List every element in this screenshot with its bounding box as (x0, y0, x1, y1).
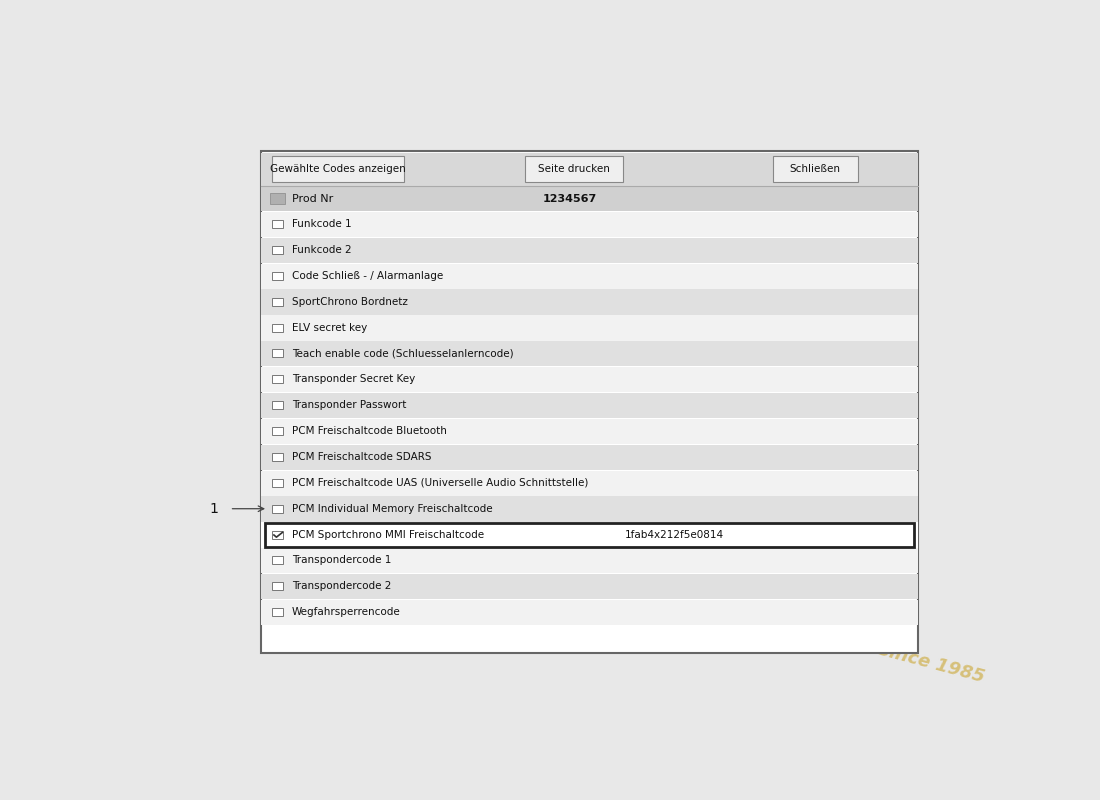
Bar (261, 497, 917, 522)
Bar (272, 220, 284, 228)
Bar (272, 582, 284, 590)
Text: SportChrono Bordnetz: SportChrono Bordnetz (292, 297, 408, 306)
Bar (272, 324, 284, 332)
Bar (264, 523, 914, 547)
Text: Transponder Secret Key: Transponder Secret Key (292, 374, 415, 384)
Text: Prod Nr: Prod Nr (292, 194, 333, 204)
Bar (261, 153, 917, 186)
Bar (261, 393, 917, 418)
Bar (261, 151, 917, 654)
Text: Funkcode 2: Funkcode 2 (292, 245, 351, 255)
Bar (261, 238, 917, 263)
Text: PCM Sportchrono MMI Freischaltcode: PCM Sportchrono MMI Freischaltcode (292, 530, 484, 539)
Text: Teach enable code (Schluesselanlerncode): Teach enable code (Schluesselanlerncode) (292, 349, 514, 358)
Bar (261, 263, 917, 289)
Text: 1fab4x212f5e0814: 1fab4x212f5e0814 (625, 530, 724, 539)
Bar (261, 470, 917, 496)
Bar (272, 453, 284, 461)
Bar (261, 290, 917, 314)
Bar (261, 367, 917, 392)
Text: ELV secret key: ELV secret key (292, 322, 367, 333)
Bar (261, 341, 917, 366)
Text: Wegfahrsperrencode: Wegfahrsperrencode (292, 607, 400, 618)
Bar (270, 194, 285, 205)
Text: Seite drucken: Seite drucken (539, 164, 610, 174)
Text: Code Schließ - / Alarmanlage: Code Schließ - / Alarmanlage (292, 271, 443, 281)
Bar (272, 479, 284, 487)
Bar (272, 608, 284, 616)
Bar (526, 156, 624, 182)
Text: PCM Freischaltcode Bluetooth: PCM Freischaltcode Bluetooth (292, 426, 447, 436)
Bar (261, 187, 917, 210)
Bar (272, 246, 284, 254)
Text: 1234567: 1234567 (542, 194, 597, 204)
Bar (272, 156, 405, 182)
Text: Schließen: Schließen (790, 164, 840, 174)
Text: Transpondercode 1: Transpondercode 1 (292, 555, 392, 566)
Text: Transpondercode 2: Transpondercode 2 (292, 582, 392, 591)
Bar (272, 557, 284, 565)
Bar (261, 445, 917, 470)
Bar (261, 548, 917, 574)
Bar (272, 298, 284, 306)
Text: PCM Freischaltcode UAS (Universelle Audio Schnittstelle): PCM Freischaltcode UAS (Universelle Audi… (292, 478, 588, 488)
Bar (272, 402, 284, 410)
Bar (261, 574, 917, 599)
Bar (772, 156, 858, 182)
Text: 🐴: 🐴 (748, 304, 857, 480)
Bar (261, 600, 917, 625)
Bar (261, 315, 917, 341)
Bar (272, 530, 284, 538)
Bar (261, 212, 917, 237)
Text: 1: 1 (210, 502, 219, 516)
Bar (272, 375, 284, 383)
Text: Funkcode 1: Funkcode 1 (292, 219, 351, 229)
Bar (272, 505, 284, 513)
Text: PCM Freischaltcode SDARS: PCM Freischaltcode SDARS (292, 452, 431, 462)
Bar (272, 272, 284, 280)
Bar (272, 350, 284, 358)
Text: Transponder Passwort: Transponder Passwort (292, 400, 406, 410)
Bar (261, 522, 917, 547)
Text: PCM Individual Memory Freischaltcode: PCM Individual Memory Freischaltcode (292, 504, 493, 514)
Bar (272, 427, 284, 435)
Text: a passion for parts since 1985: a passion for parts since 1985 (686, 590, 987, 686)
Text: Gewählte Codes anzeigen: Gewählte Codes anzeigen (271, 164, 406, 174)
Bar (261, 418, 917, 444)
